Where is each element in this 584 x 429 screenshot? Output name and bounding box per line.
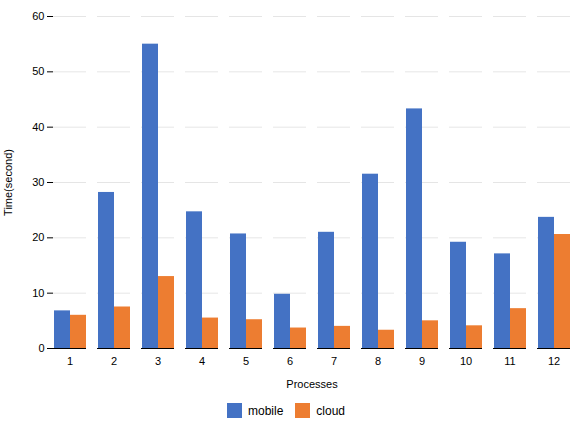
svg-text:Time(second): Time(second) — [2, 149, 14, 216]
svg-text:5: 5 — [243, 355, 249, 367]
svg-text:20: 20 — [32, 231, 44, 243]
svg-text:10: 10 — [32, 287, 44, 299]
svg-text:60: 60 — [32, 10, 44, 22]
svg-text:3: 3 — [155, 355, 161, 367]
svg-text:8: 8 — [375, 355, 381, 367]
svg-text:9: 9 — [419, 355, 425, 367]
svg-text:30: 30 — [32, 176, 44, 188]
svg-text:2: 2 — [111, 355, 117, 367]
svg-text:12: 12 — [548, 355, 560, 367]
svg-text:7: 7 — [331, 355, 337, 367]
html-text:mobile: mobile — [248, 403, 284, 418]
svg-text:1: 1 — [67, 355, 73, 367]
svg-text:40: 40 — [32, 121, 44, 133]
svg-text:50: 50 — [32, 65, 44, 77]
svg-text:11: 11 — [504, 355, 515, 367]
svg-text:4: 4 — [199, 355, 205, 367]
html-text:cloud: cloud — [316, 403, 345, 418]
svg-text:0: 0 — [38, 342, 44, 354]
svg-text:10: 10 — [460, 355, 472, 367]
svg-text:6: 6 — [287, 355, 293, 367]
svg-text:Processes: Processes — [286, 378, 338, 390]
